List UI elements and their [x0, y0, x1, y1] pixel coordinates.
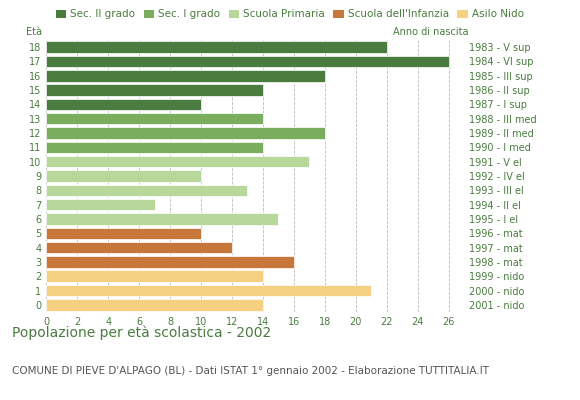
- Text: Anno di nascita: Anno di nascita: [393, 27, 468, 37]
- Bar: [46, 199, 155, 210]
- Text: Popolazione per età scolastica - 2002: Popolazione per età scolastica - 2002: [12, 326, 271, 340]
- Text: Età: Età: [26, 27, 42, 37]
- Bar: [46, 70, 325, 82]
- Bar: [46, 42, 387, 53]
- Bar: [46, 299, 263, 310]
- Legend: Sec. II grado, Sec. I grado, Scuola Primaria, Scuola dell'Infanzia, Asilo Nido: Sec. II grado, Sec. I grado, Scuola Prim…: [52, 5, 528, 24]
- Bar: [46, 270, 263, 282]
- Bar: [46, 113, 263, 124]
- Bar: [46, 213, 278, 225]
- Bar: [46, 142, 263, 153]
- Bar: [46, 256, 294, 268]
- Bar: [46, 84, 263, 96]
- Bar: [46, 242, 232, 253]
- Bar: [46, 184, 248, 196]
- Bar: [46, 285, 371, 296]
- Bar: [46, 228, 201, 239]
- Bar: [46, 56, 448, 67]
- Bar: [46, 156, 309, 168]
- Bar: [46, 127, 325, 139]
- Bar: [46, 99, 201, 110]
- Text: COMUNE DI PIEVE D'ALPAGO (BL) - Dati ISTAT 1° gennaio 2002 - Elaborazione TUTTIT: COMUNE DI PIEVE D'ALPAGO (BL) - Dati IST…: [12, 366, 488, 376]
- Bar: [46, 170, 201, 182]
